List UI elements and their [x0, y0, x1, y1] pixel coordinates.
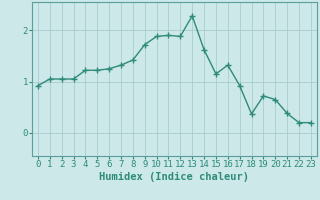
X-axis label: Humidex (Indice chaleur): Humidex (Indice chaleur)	[100, 172, 249, 182]
